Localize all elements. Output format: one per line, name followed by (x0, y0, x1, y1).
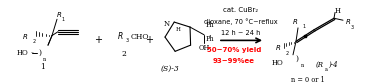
Text: H: H (335, 7, 341, 15)
Text: ): ) (295, 55, 298, 63)
Text: cat. CuBr₂: cat. CuBr₂ (223, 7, 259, 13)
Text: H: H (175, 27, 180, 32)
Text: 2: 2 (286, 51, 289, 56)
Text: (S)-3: (S)-3 (161, 65, 180, 73)
Text: 1: 1 (302, 24, 305, 29)
Text: N: N (164, 20, 170, 28)
Text: R: R (23, 34, 28, 40)
Text: CHO: CHO (131, 33, 150, 41)
Text: Ph: Ph (206, 35, 215, 43)
Text: 2: 2 (122, 50, 126, 58)
Text: 3: 3 (351, 25, 354, 30)
Text: n: n (301, 62, 304, 68)
Text: –: – (31, 50, 33, 55)
Text: dioxane, 70 °C~reflux: dioxane, 70 °C~reflux (204, 18, 278, 25)
Text: 2: 2 (33, 39, 36, 44)
Text: OH: OH (198, 44, 210, 52)
Text: 1: 1 (40, 63, 45, 71)
Text: R: R (276, 45, 281, 51)
Text: )-4: )-4 (328, 60, 338, 68)
Text: 50~70% yield: 50~70% yield (207, 47, 261, 53)
Text: n = 0 or 1: n = 0 or 1 (291, 76, 325, 84)
Text: R: R (346, 19, 351, 25)
Text: Ph: Ph (206, 21, 215, 29)
Text: ): ) (38, 49, 41, 57)
Text: +: + (145, 35, 153, 45)
Text: R: R (293, 19, 298, 25)
Text: HO: HO (271, 58, 283, 67)
Text: 12 h ~ 24 h: 12 h ~ 24 h (221, 30, 261, 36)
Text: +: + (94, 35, 102, 45)
Text: (R: (R (316, 60, 324, 68)
Text: n: n (43, 57, 46, 62)
Text: R: R (118, 32, 122, 41)
Text: 3: 3 (125, 38, 129, 43)
Text: HO: HO (16, 49, 28, 57)
Text: a: a (325, 67, 328, 72)
Text: R: R (57, 12, 62, 18)
Text: 93~99%ee: 93~99%ee (213, 58, 255, 64)
Text: 1: 1 (61, 17, 64, 22)
